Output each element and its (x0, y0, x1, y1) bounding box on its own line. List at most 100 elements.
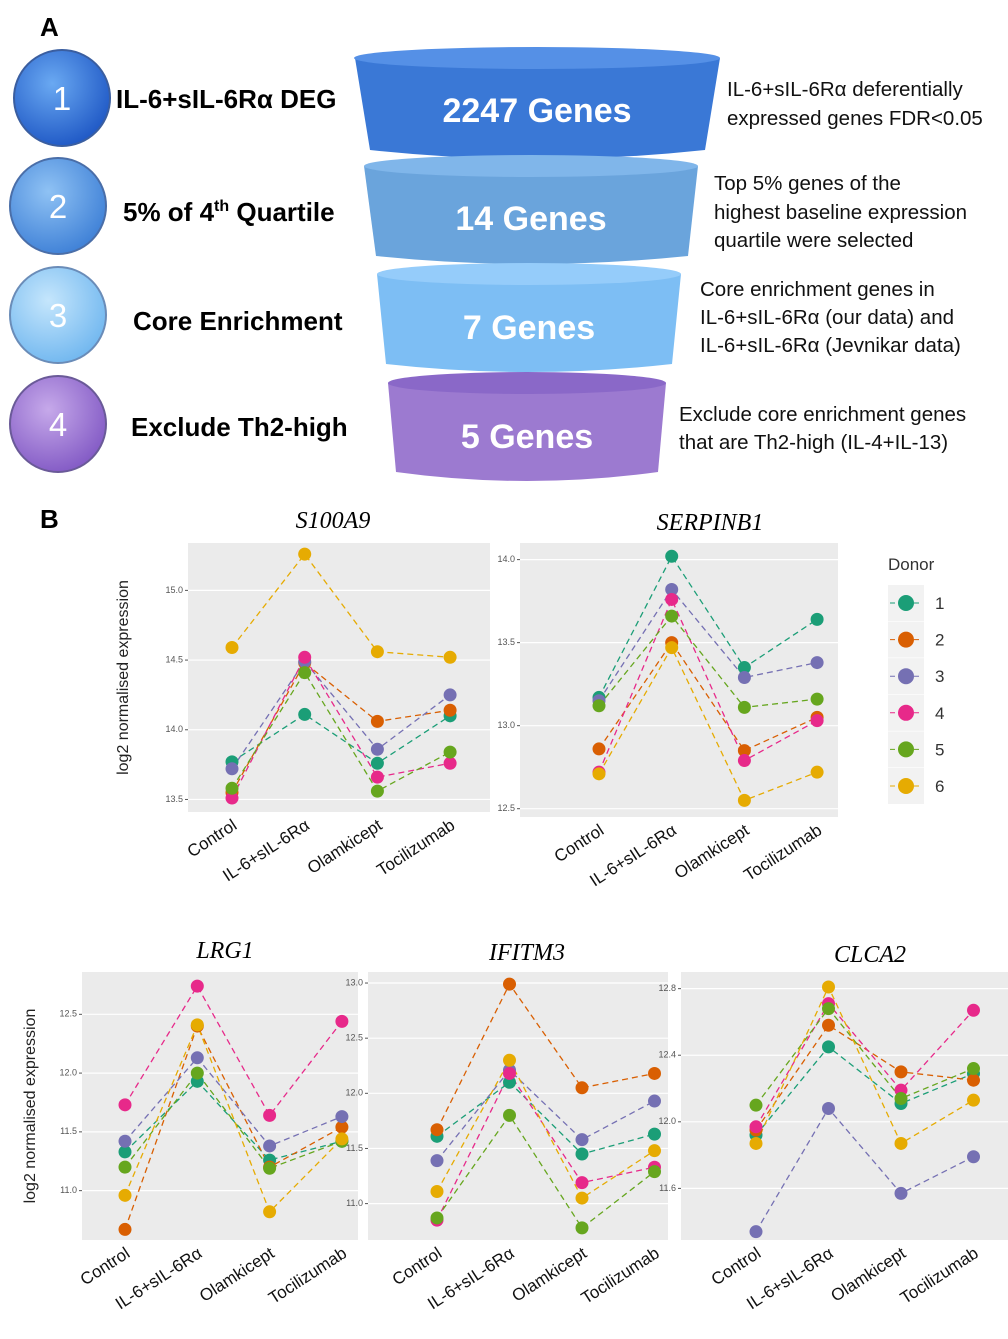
data-point (648, 1095, 661, 1108)
data-point (226, 782, 239, 795)
data-point (811, 766, 824, 779)
data-point (335, 1110, 348, 1123)
data-point (431, 1185, 444, 1198)
data-point (738, 701, 751, 714)
y-tick-label: 13.5 (497, 637, 515, 647)
step-number: 2 (49, 188, 67, 225)
data-point (648, 1165, 661, 1178)
legend-key (898, 705, 914, 721)
data-point (895, 1187, 908, 1200)
plot-background (368, 972, 668, 1240)
data-point (665, 610, 678, 623)
figure: A B 1 IL-6+sIL-6Rα DEG 2247 Genes IL-6+s… (0, 0, 1008, 1339)
y-tick-label: 11.5 (60, 1126, 77, 1136)
funnel-rim (388, 372, 666, 394)
legend-title: Donor (888, 555, 935, 574)
data-point (226, 641, 239, 654)
data-point (665, 550, 678, 563)
x-tick-label: Control (184, 815, 240, 861)
y-tick-label: 11.6 (659, 1183, 676, 1193)
chart-title: IFITM3 (488, 940, 565, 966)
data-point (967, 1004, 980, 1017)
data-point (576, 1221, 589, 1234)
y-tick-label: 11.0 (60, 1185, 77, 1195)
data-point (191, 1051, 204, 1064)
data-point (967, 1150, 980, 1163)
data-point (967, 1074, 980, 1087)
gene-count: 14 Genes (455, 200, 606, 238)
y-tick-label: 12.4 (658, 1050, 676, 1060)
x-tick-label: Tocilizumab (265, 1243, 350, 1307)
data-point (750, 1137, 763, 1150)
y-tick-label: 12.5 (59, 1009, 77, 1019)
step-description: expressed genes FDR<0.05 (727, 107, 983, 130)
step-description: highest baseline expression (714, 201, 967, 224)
legend-key (898, 668, 914, 684)
data-point (967, 1094, 980, 1107)
legend-key (898, 741, 914, 757)
y-tick-label: 13.0 (345, 977, 363, 987)
legend-label: 2 (935, 631, 944, 650)
panel-label: A (40, 12, 59, 42)
y-tick-label: 14.0 (165, 724, 183, 734)
data-point (191, 980, 204, 993)
data-point (895, 1065, 908, 1078)
data-point (191, 1018, 204, 1031)
x-tick-label: Olamkicept (304, 815, 386, 877)
data-point (593, 767, 606, 780)
data-point (648, 1067, 661, 1080)
data-point (811, 714, 824, 727)
data-point (119, 1223, 132, 1236)
x-tick-label: Tocilizumab (373, 815, 458, 879)
data-point (119, 1135, 132, 1148)
step-name: Exclude Th2-high (131, 412, 348, 442)
step-description: Top 5% genes of the (714, 172, 901, 195)
data-point (371, 645, 384, 658)
data-point (371, 785, 384, 798)
chart: IFITM311.011.512.012.513.0ControlIL-6+sI… (345, 940, 668, 1313)
legend-label: 1 (935, 594, 944, 613)
x-tick-label: Olamkicept (671, 820, 753, 882)
x-tick-label: Olamkicept (196, 1243, 278, 1305)
legend-key (898, 595, 914, 611)
data-point (822, 1040, 835, 1053)
data-point (576, 1192, 589, 1205)
y-tick-label: 12.5 (345, 1033, 363, 1043)
data-point (503, 978, 516, 991)
data-point (298, 708, 311, 721)
data-point (576, 1176, 589, 1189)
chart-title: CLCA2 (834, 942, 906, 968)
data-point (503, 1067, 516, 1080)
data-point (822, 980, 835, 993)
legend-label: 4 (935, 704, 944, 723)
data-point (811, 613, 824, 626)
step-number: 4 (49, 406, 67, 443)
data-point (822, 1002, 835, 1015)
gene-count: 2247 Genes (442, 92, 631, 130)
chart-title: S100A9 (296, 508, 371, 534)
y-tick-label: 12.0 (658, 1116, 676, 1126)
data-point (263, 1205, 276, 1218)
panel-label: B (40, 504, 59, 534)
step-number: 1 (53, 80, 71, 117)
data-point (431, 1123, 444, 1136)
x-tick-label: Tocilizumab (897, 1243, 982, 1307)
x-tick-label: Tocilizumab (578, 1243, 663, 1307)
step-description: that are Th2-high (IL-4+IL-13) (679, 431, 948, 454)
y-tick-label: 12.8 (658, 983, 676, 993)
data-point (298, 651, 311, 664)
step-name: 5% of 4th Quartile (123, 197, 335, 227)
data-point (750, 1225, 763, 1238)
x-tick-label: Olamkicept (509, 1243, 591, 1305)
data-point (444, 757, 457, 770)
y-tick-label: 13.5 (165, 794, 183, 804)
data-point (738, 671, 751, 684)
funnel-rim (354, 47, 720, 69)
y-tick-label: 11.5 (346, 1143, 363, 1153)
legend-label: 6 (935, 777, 944, 796)
y-tick-label: 13.0 (497, 720, 515, 730)
data-point (576, 1133, 589, 1146)
data-point (431, 1211, 444, 1224)
